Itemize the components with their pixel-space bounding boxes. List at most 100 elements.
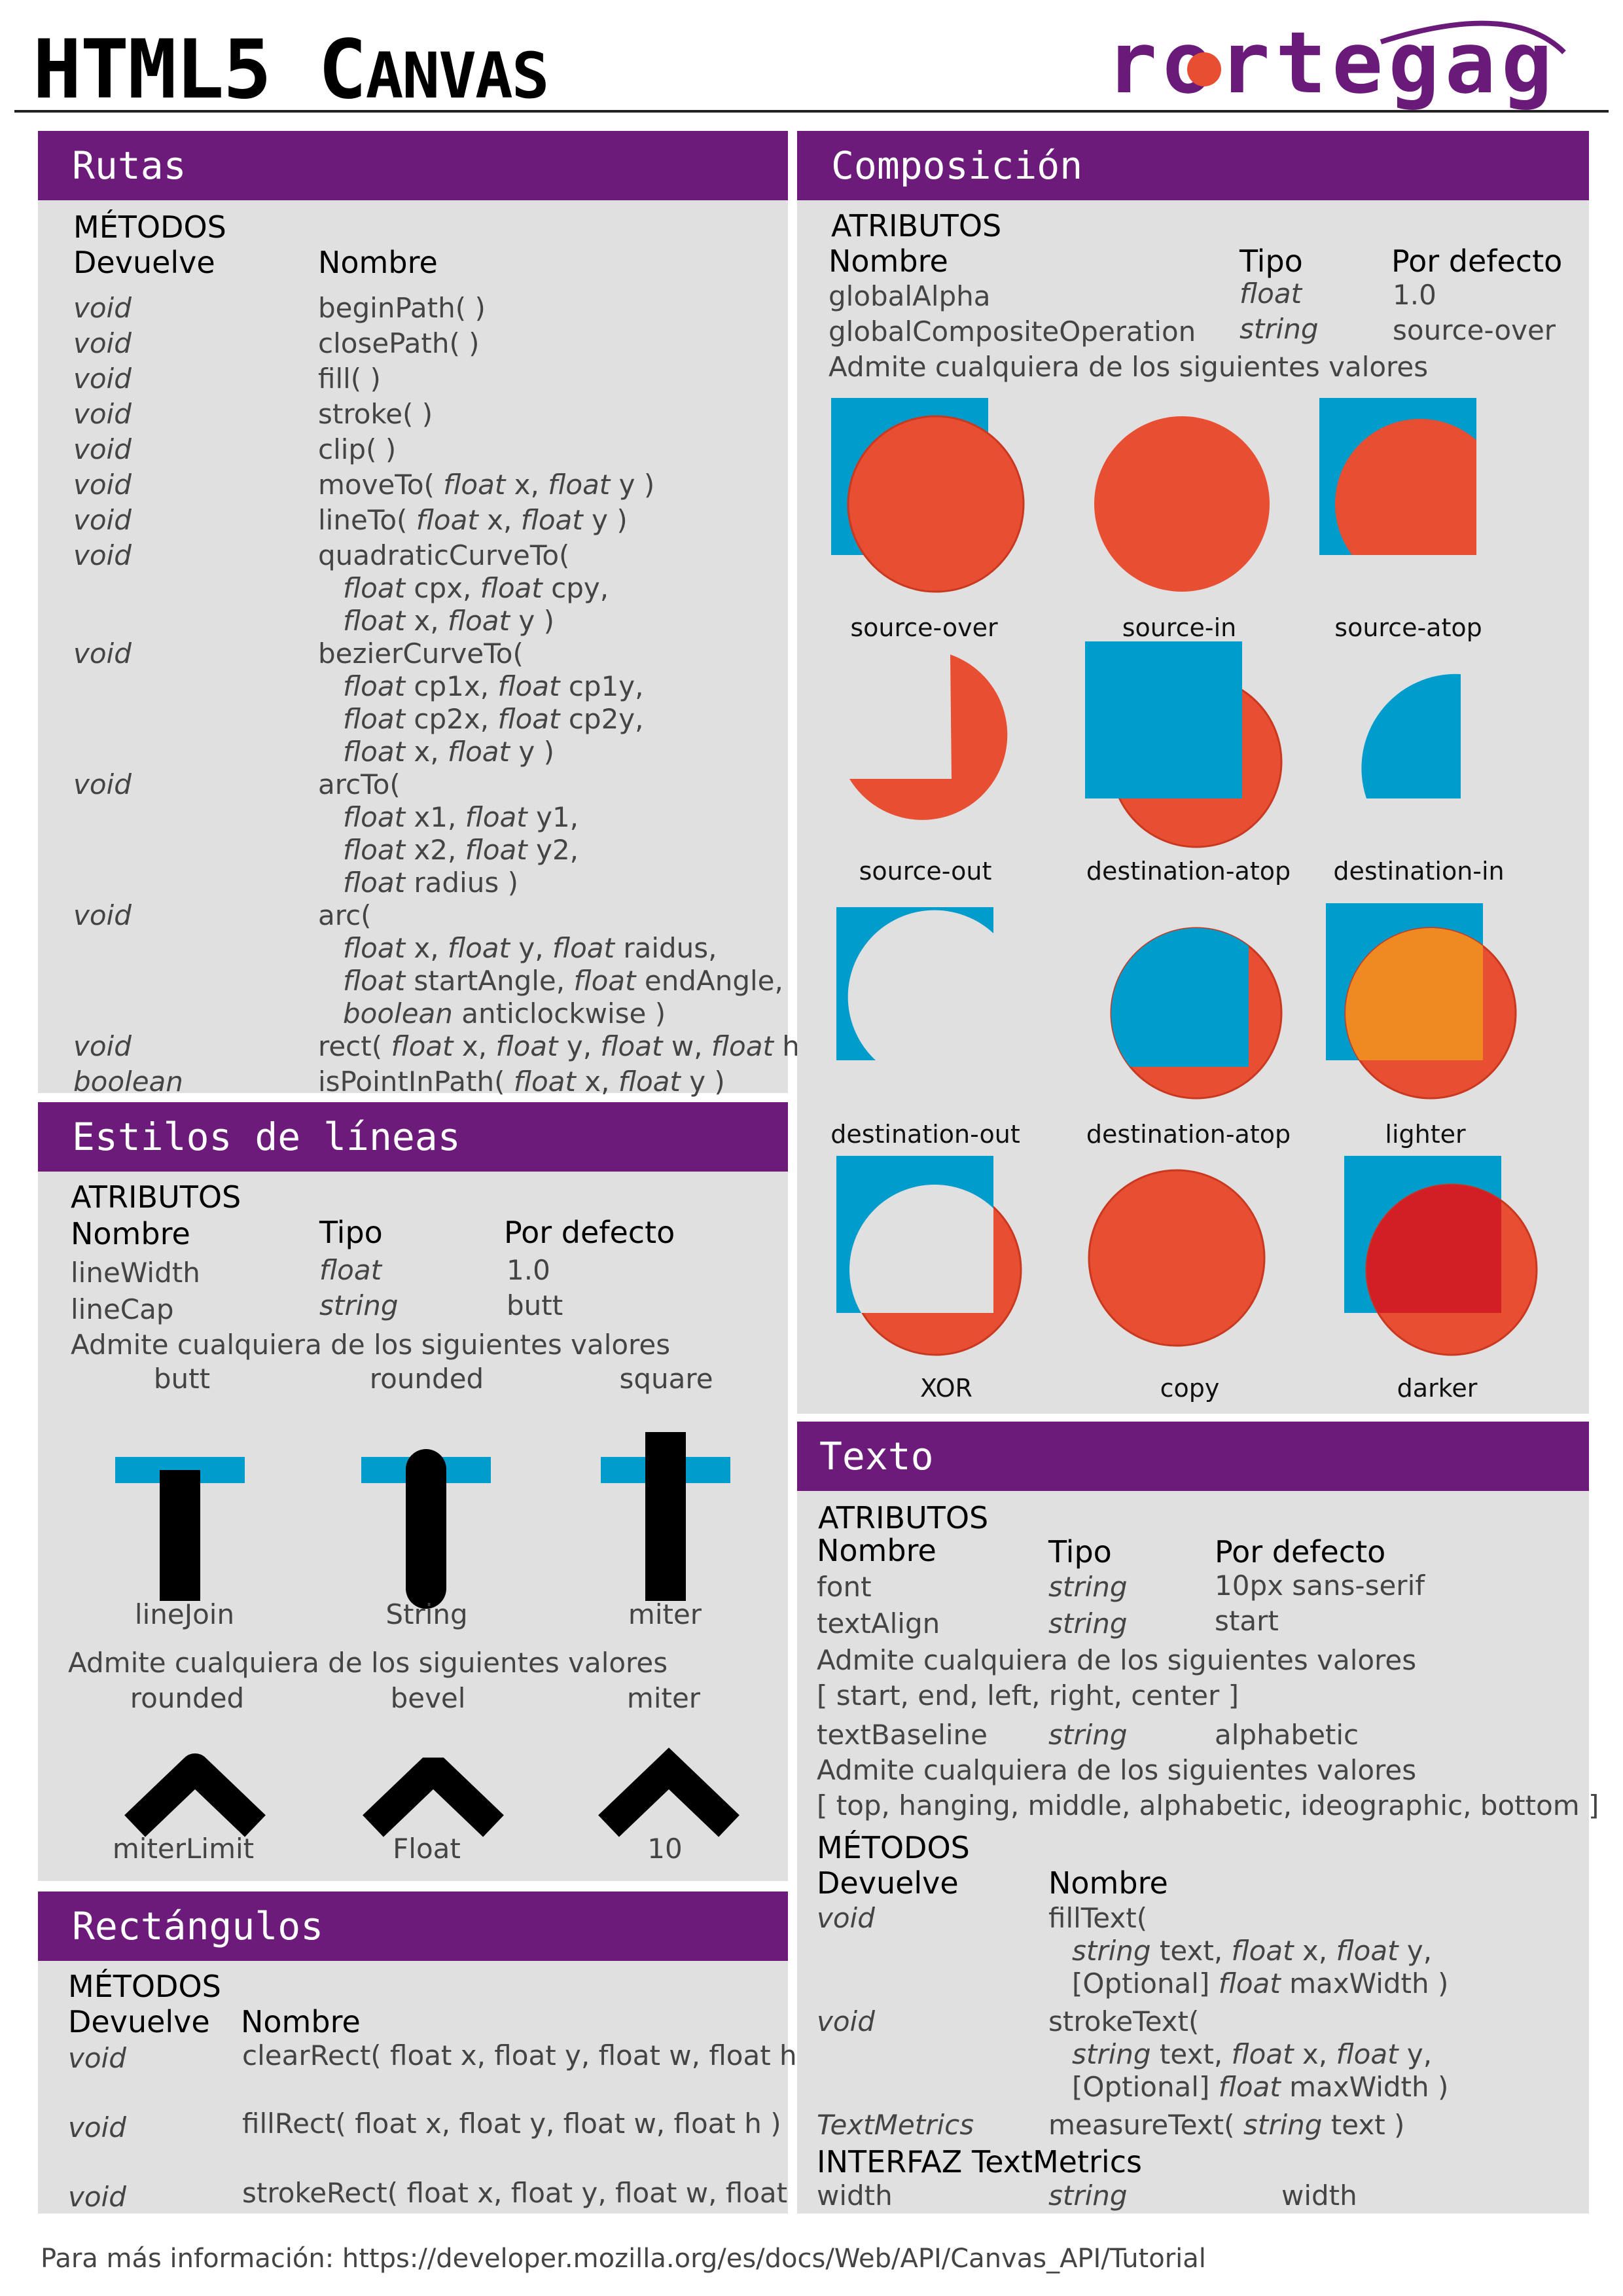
attr-type: string [1240,313,1319,345]
join-miter-shape [598,1748,740,1837]
method-parameter: float cp2x, float cp2y, [343,703,644,735]
method-signature: quadraticCurveTo( [318,539,570,571]
section-label: MÉTODOS [68,1969,221,2004]
column-header-returns: Devuelve [68,2004,210,2039]
accepted-values-note: Admite cualquiera de los siguientes valo… [71,1329,671,1361]
column-header-default: Por defecto [1215,1534,1386,1570]
op-destination-atop-2-preview [1110,927,1283,1100]
column-header-type: Tipo [1240,243,1303,279]
attr-name: globalAlpha [829,280,991,312]
method-parameter: float x, float y ) [343,736,554,768]
op-source-in-preview [1094,416,1270,592]
op-copy-preview [1088,1169,1266,1347]
panel-rutas: Rutas MÉTODOS Devuelve Nombre void beginP… [38,131,819,1098]
attr-default: width [1281,2179,1357,2212]
method-parameter: string text, float x, float y, [1072,2038,1433,2070]
attr-name: lineJoin [134,1598,235,1630]
op-source-atop-preview [1319,398,1476,555]
accepted-values-list: [ top, hanging, middle, alphabetic, ideo… [817,1789,1599,1821]
method-return: void [73,469,132,501]
attr-default: 1.0 [1393,279,1436,311]
attr-type: string [1048,2179,1128,2212]
method-return: void [68,2181,126,2213]
composite-op-label: lighter [1385,1120,1466,1149]
attr-type: string [1048,1719,1128,1751]
linecap-illustration [115,1432,730,1609]
composite-op-label: source-atop [1334,613,1482,642]
method-return: void [73,768,132,800]
cap-label-square: square [619,1363,713,1395]
method-return: void [817,2005,875,2037]
method-return: void [73,899,132,931]
join-label-miter: miter [626,1682,701,1714]
method-signature: lineTo( float x, float y ) [318,504,628,536]
panel-title-estilos: Estilos de líneas [38,1102,788,1172]
method-signature: fillText( [1048,1902,1148,1934]
attr-default: miter [628,1598,702,1630]
column-header-returns: Devuelve [73,245,215,280]
attr-type: float [1240,278,1302,310]
method-return: void [68,2111,126,2144]
method-return: void [817,1902,875,1934]
accepted-values-note: Admite cualquiera de los siguientes valo… [829,351,1429,383]
method-parameter: float startAngle, float endAngle, [343,965,783,997]
method-signature: isPointInPath( float x, float y ) [318,1066,725,1098]
method-signature: fill( ) [318,363,381,395]
cap-label-butt: butt [153,1363,211,1395]
op-destination-in-preview [1361,673,1461,798]
attr-name: miterLimit [112,1833,255,1865]
panel-title-texto: Texto [797,1422,1589,1491]
method-return: void [73,327,132,359]
method-parameter: [Optional] float maxWidth ) [1072,1967,1449,2000]
method-return: void [73,292,132,324]
column-header-default: Por defecto [1391,243,1563,279]
method-return: void [73,363,132,395]
method-signature: strokeText( [1048,2005,1200,2037]
accepted-values-note: Admite cualquiera de los siguientes valo… [817,1644,1417,1676]
cap-line-butt [160,1470,200,1601]
logo-swoosh-icon [1187,20,1566,86]
op-darker-preview [1344,1156,1538,1356]
interface-title: INTERFAZ TextMetrics [817,2144,1142,2179]
composite-op-label: XOR [920,1374,972,1403]
method-parameter: float x1, float y1, [343,801,579,833]
method-parameter: float x, float y ) [343,605,554,637]
join-bevel-shape [363,1757,504,1837]
method-parameter: string text, float x, float y, [1072,1935,1433,1967]
method-parameter: float cpx, float cpy, [343,572,609,604]
op-source-over-preview [831,398,1025,593]
attr-type: String [385,1598,468,1630]
page-title: HTML5 CANVAS [33,23,550,117]
cap-line-square [645,1432,686,1601]
attr-default: butt [507,1289,563,1321]
method-return: void [73,398,132,430]
composite-op-label: copy [1160,1374,1220,1403]
panel-composicion: Composición ATRIBUTOS Nombre Tipo Por de… [797,131,1589,1414]
section-label: MÉTODOS [73,209,226,245]
op-xor-preview [836,1156,1022,1356]
attr-name: textAlign [817,1607,940,1640]
attr-name: lineWidth [71,1257,200,1289]
column-header-type: Tipo [319,1215,383,1250]
method-parameter: [Optional] float maxWidth ) [1072,2071,1449,2103]
method-parameter: boolean anticlockwise ) [343,997,666,1030]
method-signature: clearRect( float x, float y, float w, fl… [242,2039,817,2072]
method-return: void [68,2042,126,2074]
column-header-type: Tipo [1048,1534,1112,1570]
method-signature: closePath( ) [318,327,480,359]
method-signature: strokeRect( float x, float y, float w, f… [242,2177,833,2209]
method-signature: moveTo( float x, float y ) [318,469,655,501]
panel-texto: Texto ATRIBUTOS Nombre Tipo Por defecto … [797,1422,1599,2214]
method-signature: bezierCurveTo( [318,637,524,670]
method-signature: arcTo( [318,768,401,800]
composite-op-label: destination-out [830,1120,1020,1149]
join-label-rounded: rounded [130,1682,245,1714]
op-lighter-preview [1326,903,1517,1100]
section-label: ATRIBUTOS [831,208,1002,243]
section-label: ATRIBUTOS [71,1179,241,1215]
method-parameter: float radius ) [343,867,518,899]
method-signature: clip( ) [318,433,397,465]
attr-name: globalCompositeOperation [829,315,1196,348]
column-header-name: Nombre [318,245,438,280]
column-header-name: Nombre [829,243,948,279]
